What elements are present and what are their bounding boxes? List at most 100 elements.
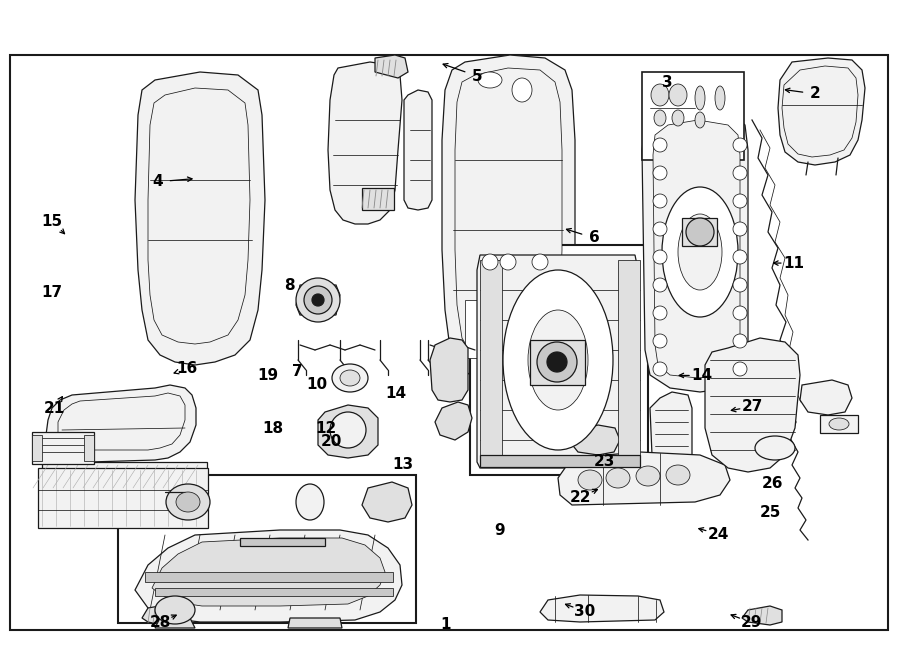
Text: 23: 23 (594, 454, 616, 469)
Polygon shape (148, 88, 250, 344)
Text: 13: 13 (392, 457, 414, 471)
Ellipse shape (653, 194, 667, 208)
Bar (145, 572, 393, 582)
Bar (155, 588, 393, 596)
Text: 24: 24 (707, 527, 729, 541)
Bar (118, 475, 416, 623)
Text: 19: 19 (257, 368, 279, 383)
Ellipse shape (715, 86, 725, 110)
Ellipse shape (829, 418, 849, 430)
Bar (480, 455, 640, 467)
Ellipse shape (733, 278, 747, 292)
Polygon shape (800, 380, 852, 415)
Ellipse shape (653, 362, 667, 376)
Ellipse shape (532, 254, 548, 270)
Text: 18: 18 (262, 421, 284, 436)
Bar (618, 260, 640, 460)
Ellipse shape (666, 465, 690, 485)
Ellipse shape (537, 342, 577, 382)
Ellipse shape (500, 254, 516, 270)
Polygon shape (362, 482, 412, 522)
Polygon shape (318, 405, 378, 458)
Bar (530, 340, 585, 385)
Ellipse shape (755, 436, 795, 460)
Bar (240, 538, 325, 546)
Ellipse shape (653, 306, 667, 320)
Bar (42, 462, 207, 490)
Polygon shape (442, 55, 575, 382)
Ellipse shape (636, 466, 660, 486)
Bar (32, 435, 42, 461)
Ellipse shape (482, 254, 498, 270)
Text: 20: 20 (320, 434, 342, 449)
Ellipse shape (304, 286, 332, 314)
Ellipse shape (312, 294, 324, 306)
Polygon shape (477, 255, 638, 468)
Ellipse shape (662, 187, 738, 317)
Ellipse shape (176, 492, 200, 512)
Polygon shape (650, 392, 692, 468)
Polygon shape (455, 68, 562, 364)
Polygon shape (540, 595, 664, 622)
Ellipse shape (686, 218, 714, 246)
Ellipse shape (653, 166, 667, 180)
Text: 4: 4 (152, 175, 163, 189)
Polygon shape (142, 605, 172, 625)
Text: 7: 7 (292, 364, 302, 379)
Ellipse shape (733, 166, 747, 180)
Ellipse shape (606, 468, 630, 488)
Text: 26: 26 (761, 477, 783, 491)
Ellipse shape (340, 370, 360, 386)
Ellipse shape (672, 110, 684, 126)
Ellipse shape (651, 84, 669, 106)
Bar (682, 218, 717, 246)
Polygon shape (404, 90, 432, 210)
Bar (470, 245, 648, 475)
Ellipse shape (503, 270, 613, 450)
Polygon shape (742, 606, 782, 625)
Ellipse shape (653, 138, 667, 152)
Polygon shape (375, 55, 408, 78)
Bar (362, 188, 394, 210)
Text: 1: 1 (440, 617, 451, 632)
Bar (38, 468, 208, 528)
Ellipse shape (733, 334, 747, 348)
Bar (84, 435, 94, 461)
Ellipse shape (578, 470, 602, 490)
Bar (642, 72, 744, 160)
Text: 27: 27 (742, 399, 763, 414)
Text: 8: 8 (284, 278, 295, 293)
Ellipse shape (166, 484, 210, 520)
Ellipse shape (547, 352, 567, 372)
Text: 17: 17 (41, 285, 63, 299)
Text: 5: 5 (472, 69, 482, 83)
Ellipse shape (678, 214, 722, 290)
Polygon shape (558, 452, 730, 505)
Ellipse shape (512, 78, 532, 102)
Text: 9: 9 (494, 523, 505, 537)
Text: 22: 22 (570, 490, 591, 504)
Bar (480, 260, 502, 460)
Text: 14: 14 (691, 368, 713, 383)
Ellipse shape (733, 222, 747, 236)
Ellipse shape (653, 334, 667, 348)
Ellipse shape (733, 138, 747, 152)
Ellipse shape (733, 250, 747, 264)
Polygon shape (152, 538, 385, 606)
Text: 15: 15 (41, 214, 63, 229)
Polygon shape (155, 618, 195, 628)
Ellipse shape (695, 112, 705, 128)
Polygon shape (296, 285, 340, 315)
Text: 25: 25 (760, 505, 781, 520)
Ellipse shape (733, 362, 747, 376)
Ellipse shape (528, 310, 588, 410)
Text: 28: 28 (149, 615, 171, 630)
Text: 16: 16 (176, 362, 198, 376)
Ellipse shape (330, 412, 366, 448)
Ellipse shape (478, 72, 502, 88)
Polygon shape (782, 66, 858, 157)
Ellipse shape (733, 306, 747, 320)
Bar (820, 415, 858, 433)
Polygon shape (642, 108, 748, 392)
Text: 2: 2 (810, 87, 821, 101)
